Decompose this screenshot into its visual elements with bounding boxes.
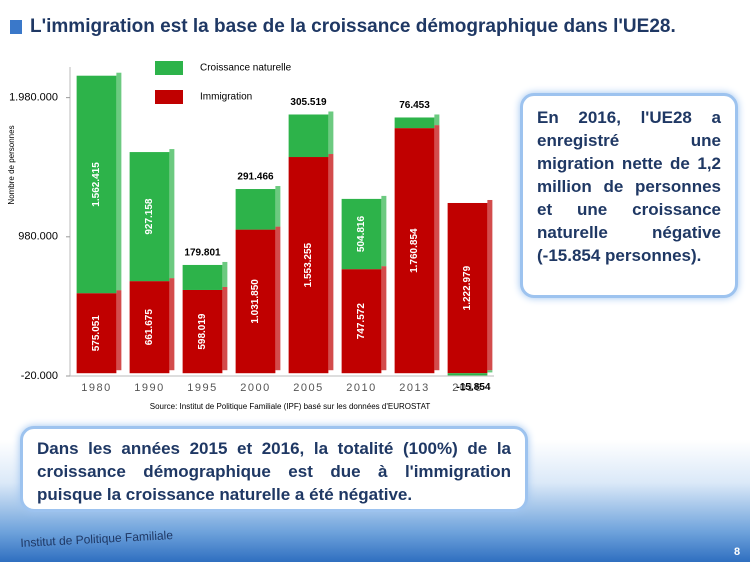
value-label: 1.760.854: [409, 228, 420, 273]
bar-side: [222, 261, 228, 287]
x-tick-label: 1995: [187, 382, 217, 394]
callout: En 2016, l'UE28 a enregistré une migrati…: [520, 93, 738, 298]
legend-swatch: [155, 61, 183, 75]
bar-segment: [129, 152, 170, 282]
bar-segment: [341, 269, 382, 374]
value-label: 661.675: [144, 309, 155, 346]
value-label: 1.031.850: [250, 279, 261, 324]
bar-segment: [394, 117, 435, 129]
value-label: 1.562.415: [91, 162, 102, 207]
value-label: 927.158: [144, 198, 155, 235]
x-tick-label: 2013: [399, 382, 429, 394]
bar-segment: [182, 264, 223, 290]
bar-side: [434, 114, 440, 126]
value-label: 291.466: [237, 172, 274, 183]
value-label: 305.519: [290, 97, 327, 108]
bar-side: [169, 149, 175, 279]
value-label: -15.854: [457, 382, 491, 393]
bar-side: [116, 72, 122, 291]
bar-segment: [447, 373, 488, 376]
y-axis-label: Nombre de personnes: [7, 125, 16, 204]
value-label: 747.572: [356, 303, 367, 340]
bar-side: [381, 266, 387, 371]
y-tick-label: 980.000: [18, 231, 58, 243]
bar-side: [328, 111, 334, 155]
y-tick-label: -20.000: [21, 370, 58, 382]
x-tick-label: 1980: [81, 382, 111, 394]
legend-label: Immigration: [200, 92, 252, 103]
bar-segment: [394, 128, 435, 374]
page-number: 8: [734, 546, 741, 558]
bar-side: [434, 125, 440, 371]
bar-side: [116, 290, 122, 371]
value-label: 598.019: [197, 313, 208, 350]
value-label: 76.453: [399, 100, 430, 111]
x-tick-label: 2016: [452, 382, 482, 394]
bar-side: [169, 278, 175, 371]
value-label: 575.051: [91, 315, 102, 352]
bar-side: [381, 195, 387, 267]
bar-side: [222, 286, 228, 371]
x-tick-label: 2000: [240, 382, 270, 394]
x-tick-label: 2010: [346, 382, 376, 394]
bar-side: [487, 199, 493, 371]
bar-segment: [76, 75, 117, 294]
bar-side: [275, 226, 281, 371]
source: Source: Institut de Politique Familiale …: [150, 402, 431, 411]
bar-segment: [341, 198, 382, 270]
legend-swatch: [155, 90, 183, 104]
value-label: 1.553.255: [303, 242, 314, 287]
bar-side: [328, 154, 334, 371]
bar-segment: [76, 293, 117, 374]
bar-segment: [288, 114, 329, 158]
value-label: 504.816: [356, 216, 367, 253]
y-tick-label: 1.980.000: [9, 92, 58, 104]
x-tick-label: 2005: [293, 382, 323, 394]
bar-segment: [288, 157, 329, 374]
bar-segment: [129, 281, 170, 374]
slide-title: L'immigration est la base de la croissan…: [30, 16, 676, 37]
bar-side: [487, 370, 493, 373]
bar-segment: [235, 189, 276, 230]
title-marker: [10, 20, 22, 34]
bar-segment: [235, 229, 276, 374]
bar-side: [275, 186, 281, 227]
bar-segment: [182, 289, 223, 374]
value-label: 179.801: [184, 248, 221, 259]
value-label: 1.222.979: [462, 265, 473, 310]
callout: Dans les années 2015 et 2016, la totalit…: [20, 426, 528, 512]
x-tick-label: 1990: [134, 382, 164, 394]
legend-label: Croissance naturelle: [200, 63, 292, 74]
bar-segment: [447, 202, 488, 374]
